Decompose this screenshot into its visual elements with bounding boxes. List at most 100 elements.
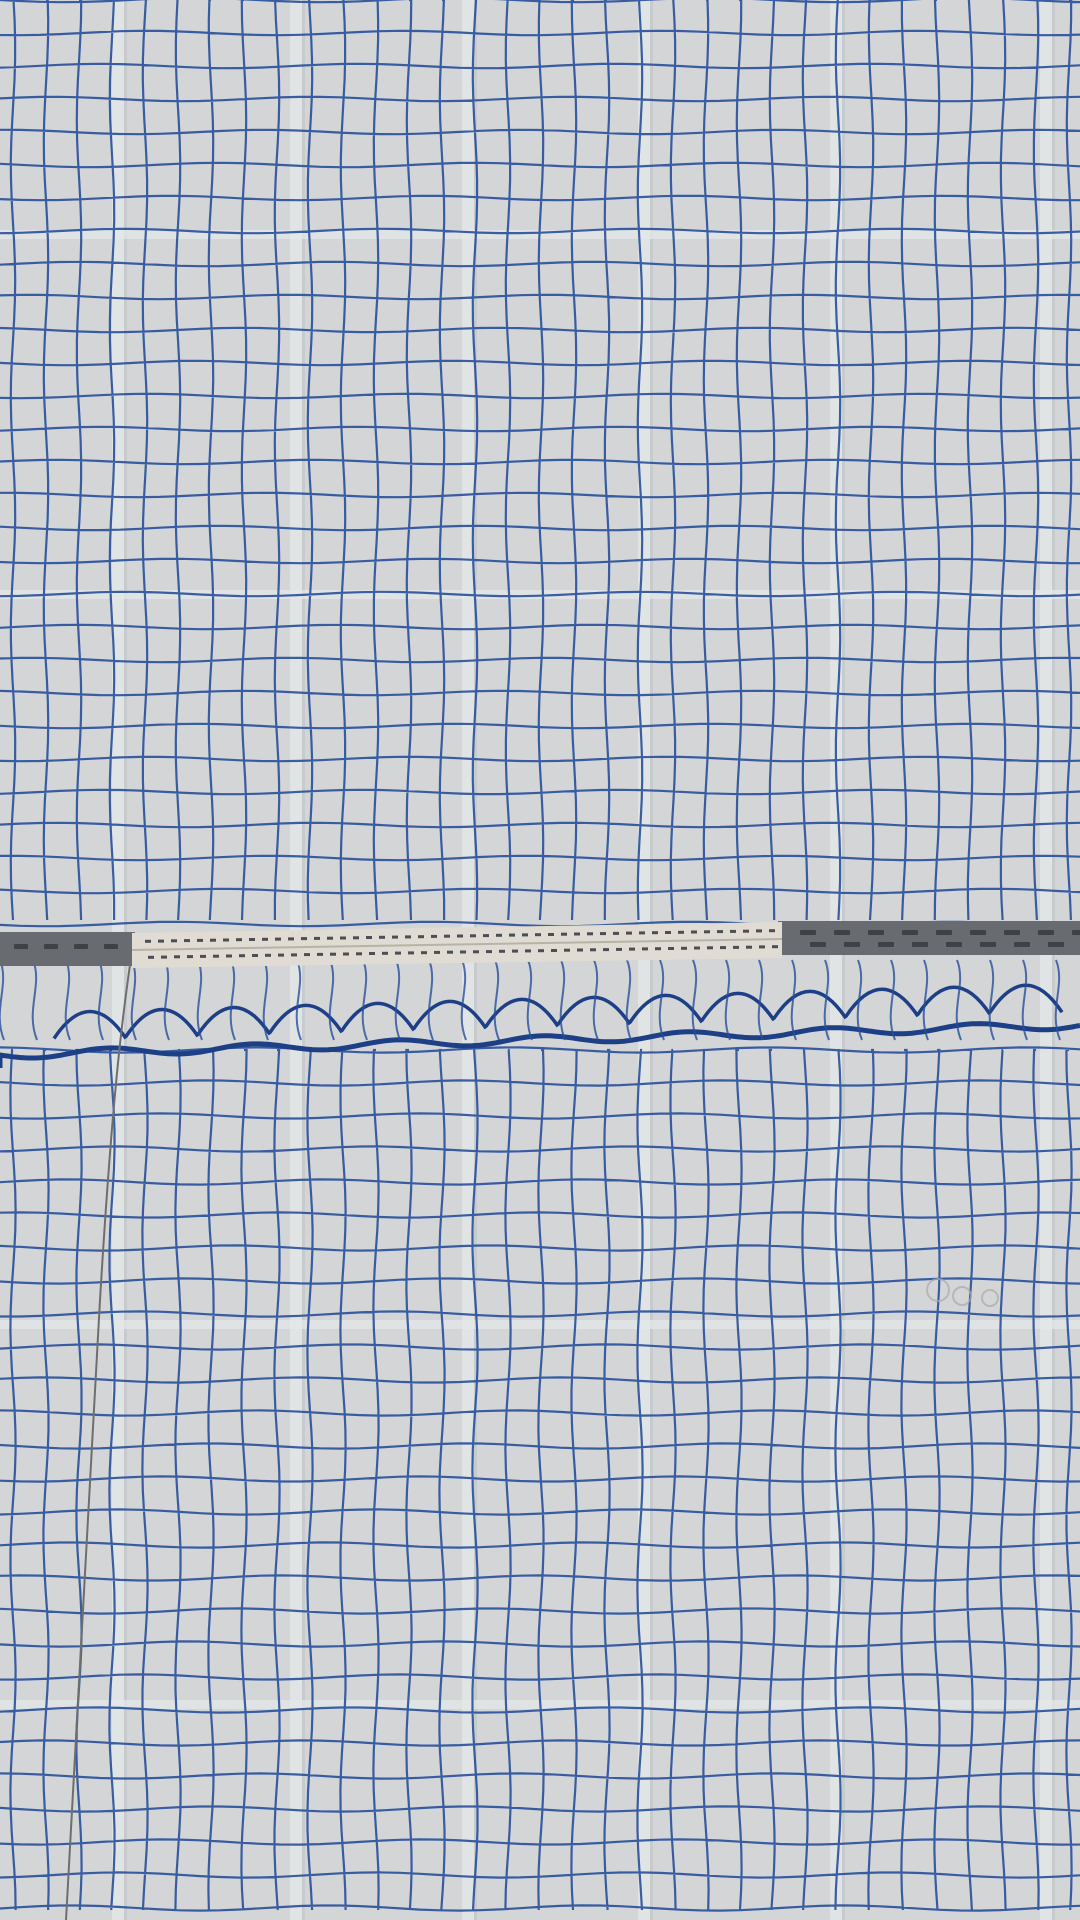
rail-slot <box>668 947 674 950</box>
rail-slot <box>535 933 541 937</box>
rail-slot <box>980 942 996 947</box>
rail-slot <box>314 936 320 940</box>
rail-groove <box>131 938 783 951</box>
rail-right-segment <box>778 921 1080 955</box>
panel-seam-vertical <box>830 0 842 1920</box>
rail-slot <box>236 938 242 942</box>
panel-seam-shadow <box>842 0 845 1920</box>
faint-mark-ring <box>981 1289 999 1307</box>
rail-slot <box>665 931 671 934</box>
rail-slot <box>405 935 411 939</box>
rail-slot <box>499 949 505 953</box>
rail-slot <box>844 942 860 947</box>
rail-slot <box>460 950 466 954</box>
rail-slot <box>317 952 323 956</box>
rail-slot <box>223 938 229 942</box>
net-strands <box>0 0 1080 928</box>
rail-slot <box>681 946 687 950</box>
rail-slot <box>590 948 596 952</box>
rail-slot <box>291 953 297 957</box>
net-strands <box>0 1046 1080 1912</box>
rail-slot <box>720 946 726 950</box>
rail-slot <box>694 946 700 950</box>
rail-slot <box>213 954 219 958</box>
rail-slot <box>772 945 778 949</box>
mounting-rail <box>0 921 1080 968</box>
rail-slot <box>171 939 177 943</box>
rail-slot <box>473 950 479 954</box>
rail-slot <box>970 930 986 935</box>
rail-slot <box>707 946 713 950</box>
faint-mark-ring <box>952 1286 972 1306</box>
rail-slot <box>730 929 736 933</box>
rail-slot <box>158 939 164 943</box>
lower-net <box>0 1046 1080 1912</box>
rail-slot <box>574 932 580 936</box>
rail-slot <box>343 952 349 956</box>
rail-slot <box>444 934 450 938</box>
panel-seam-vertical <box>1040 0 1052 1920</box>
rail-slot <box>330 952 336 956</box>
rail-slot <box>678 930 684 934</box>
rail-slot <box>470 934 476 938</box>
rail-slot <box>14 944 28 949</box>
rail-slot <box>392 935 398 939</box>
rail-slot <box>548 933 554 936</box>
rail-slot <box>1072 930 1080 935</box>
rail-slot <box>184 939 190 943</box>
rail-slot <box>239 954 245 958</box>
rail-slot <box>551 949 557 952</box>
rail-slot <box>200 954 206 958</box>
rail-slot <box>431 934 437 938</box>
rail-slot <box>457 934 463 938</box>
rail-slot <box>226 954 232 958</box>
rail-slot <box>652 931 658 935</box>
rail-slot <box>395 951 401 955</box>
hem-scallops <box>52 983 1064 1040</box>
rail-slot <box>746 945 752 949</box>
rail-slot <box>878 942 894 947</box>
rail-slot <box>379 935 385 939</box>
rail-slot <box>187 955 193 959</box>
rail-slot <box>936 930 952 935</box>
hanging-wire <box>65 964 131 1920</box>
rail-slot <box>44 944 58 949</box>
rail-slot <box>600 932 606 936</box>
rail-slot <box>912 942 928 947</box>
rail-slot <box>626 931 632 935</box>
rail-slot <box>486 950 492 954</box>
rail-slot <box>356 952 362 956</box>
rail-slot <box>642 947 648 951</box>
rail-slot <box>800 930 816 935</box>
rail-slot <box>810 942 826 947</box>
rail-slot <box>691 930 697 934</box>
rail-slot <box>496 933 502 937</box>
rail-slot <box>408 951 414 955</box>
rail-slot <box>434 950 440 954</box>
rail-slot <box>304 953 310 957</box>
rail-slot <box>564 948 570 952</box>
rail-slot <box>275 937 281 941</box>
rail-slot <box>655 947 661 951</box>
rail-slot <box>769 929 775 933</box>
net-hem-rope <box>0 959 1080 1068</box>
rail-slot <box>161 955 167 959</box>
rail-slot <box>603 948 609 952</box>
rail-slot <box>717 930 723 934</box>
slack-strands <box>0 959 1061 1041</box>
panel-seam-horizontal <box>0 590 1080 599</box>
rail-slot <box>421 951 427 955</box>
rail-slot <box>704 930 710 934</box>
rail-slot <box>525 949 531 953</box>
panel-seam-horizontal <box>0 1320 1080 1329</box>
rail-slot <box>616 947 622 951</box>
rail-slot <box>483 934 489 938</box>
rail-slot <box>587 932 593 936</box>
rail-slot <box>447 950 453 954</box>
rail-slot <box>265 953 271 957</box>
rail-slot <box>278 953 284 957</box>
rail-slot <box>759 945 765 949</box>
rail-slot <box>301 937 307 941</box>
rail-slot <box>538 949 544 953</box>
